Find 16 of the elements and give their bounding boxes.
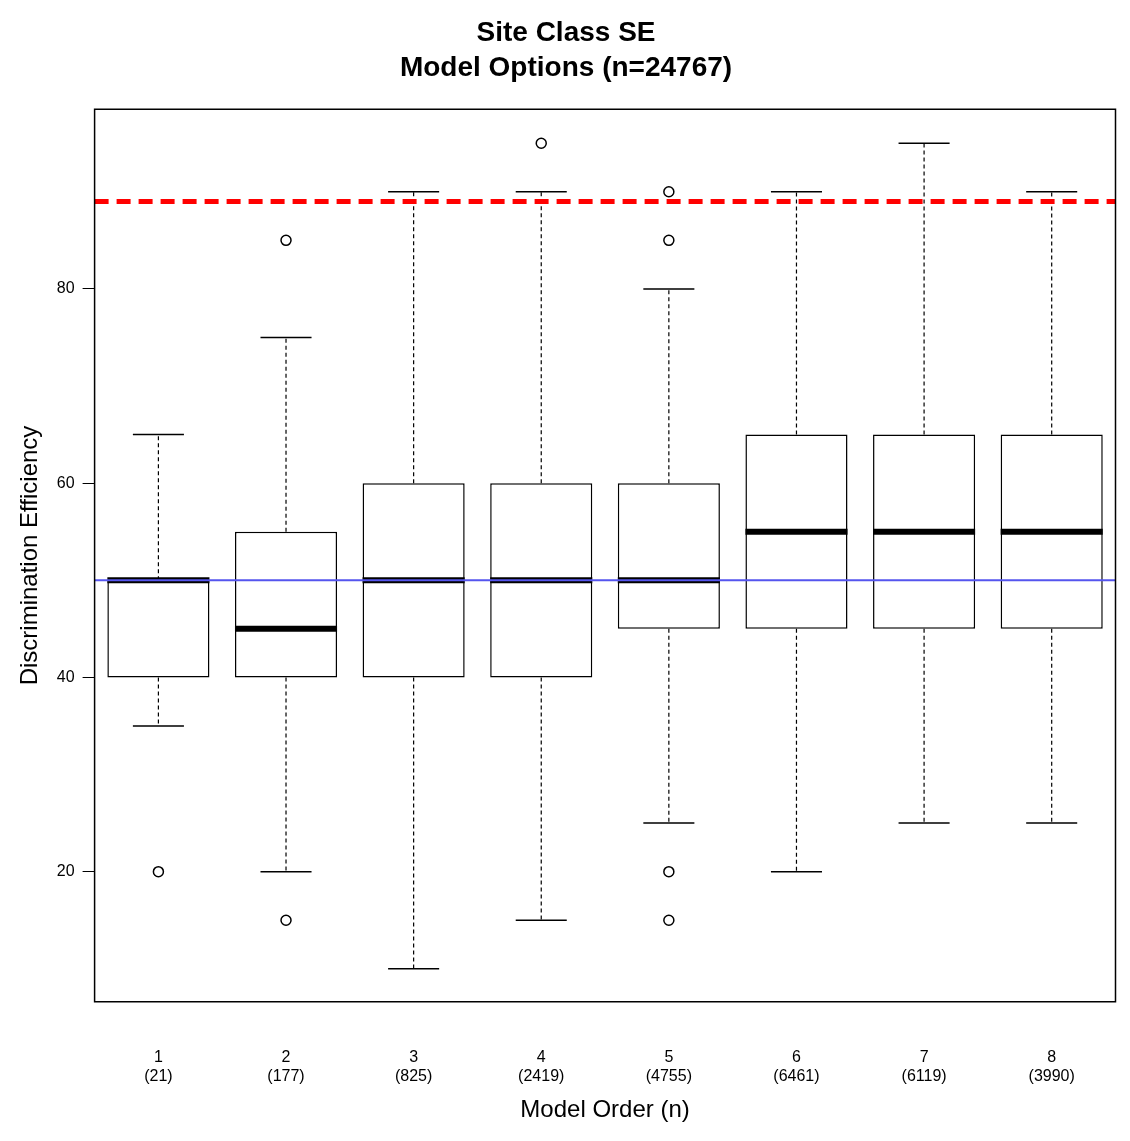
y-tick-label: 80 bbox=[56, 279, 75, 297]
x-tick-label: 8 (3990) bbox=[1028, 1047, 1075, 1085]
x-tick-label: 3 (825) bbox=[394, 1047, 433, 1085]
y-tick-label: 60 bbox=[56, 473, 75, 491]
chart-subtitle: Model Options (n=24767) bbox=[399, 51, 733, 83]
x-tick-label: 2 (177) bbox=[267, 1047, 305, 1085]
y-axis-title: Discrimination Efficiency bbox=[15, 425, 43, 686]
x-tick-label: 7 (6119) bbox=[901, 1047, 947, 1085]
y-tick-label: 40 bbox=[56, 667, 75, 685]
x-axis-title: Model Order (n) bbox=[520, 1095, 690, 1123]
x-tick-label: 4 (2419) bbox=[518, 1047, 565, 1085]
x-tick-label: 6 (6461) bbox=[773, 1047, 820, 1085]
x-tick-label: 1 (21) bbox=[144, 1047, 173, 1085]
x-tick-label: 5 (4755) bbox=[645, 1047, 692, 1085]
chart-title: Site Class SE bbox=[476, 15, 656, 47]
y-tick-label: 20 bbox=[56, 862, 75, 880]
